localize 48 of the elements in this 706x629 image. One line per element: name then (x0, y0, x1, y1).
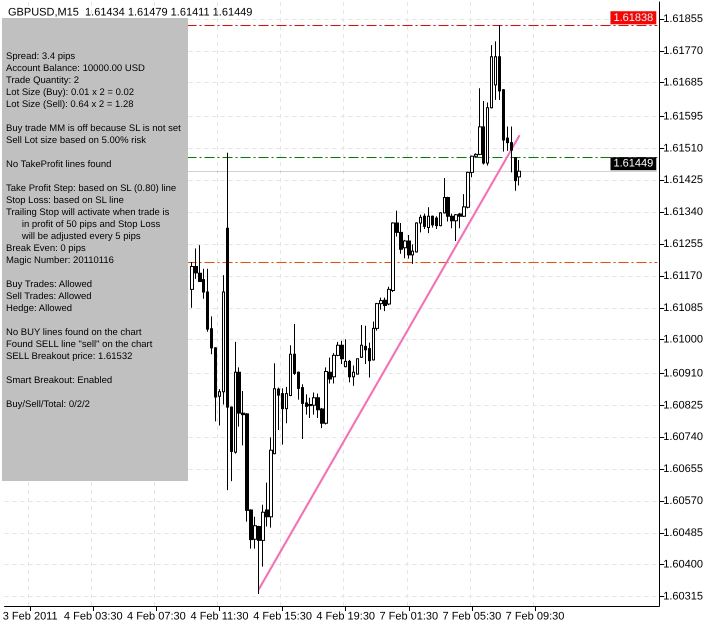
y-tick-label: 1.60655 (663, 463, 704, 476)
candlestick (435, 216, 438, 230)
y-tick-label: 1.61255 (663, 238, 704, 250)
ref-line-label: 1.61449 (614, 158, 654, 170)
annotation: No TakeProfit lines found (6, 159, 112, 171)
annotation: No BUY lines found on the chart Found SELL line "sell" on the chart SELL Breakout price: 1.61532 (6, 327, 154, 363)
candlestick (510, 126, 513, 173)
x-tick-label: 4 Feb 03:30 (64, 610, 123, 622)
y-tick-label: 1.60910 (663, 367, 704, 380)
candlestick (514, 156, 517, 192)
y-tick-label: 1.61085 (663, 302, 704, 314)
annotation: Spread: 3.4 pips Account Balance: 10000.00 USD Trade Quantity: 2 Lot Size (Buy): 0.01 x 2 = 0.02 Lot Size (Sell): 0.64 x 2 = 1.28 (6, 51, 146, 111)
ref-line-label: 1.61838 (614, 12, 654, 24)
y-tick-label: 1.60400 (663, 558, 704, 571)
x-tick-label: 4 Feb 07:30 (127, 610, 186, 622)
chart-title: GBPUSD,M15 1.61434 1.61479 1.61411 1.61449 (8, 6, 252, 18)
annotation: Buy/Sell/Total: 0/2/2 (6, 399, 91, 411)
y-tick-label: 1.61340 (663, 206, 704, 218)
y-tick-label: 1.61510 (663, 142, 704, 154)
candlestick (454, 213, 458, 242)
x-tick-label: 4 Feb 19:30 (316, 610, 376, 622)
annotation: Buy Trades: Allowed Sell Trades: Allowed Hedge: Allowed (6, 279, 94, 315)
annotation: Smart Breakout: Enabled (6, 375, 114, 387)
y-tick-label: 1.61425 (663, 174, 704, 186)
x-tick-label: 4 Feb 15:30 (253, 610, 312, 622)
y-tick-label: 1.61685 (663, 76, 704, 89)
y-tick-label: 1.60570 (663, 494, 704, 507)
y-tick-label: 1.60315 (663, 590, 704, 603)
x-tick-label: 4 Feb 11:30 (190, 610, 248, 622)
y-tick-label: 1.61855 (663, 12, 704, 25)
y-tick-label: 1.60825 (663, 399, 704, 412)
x-tick-label: 3 Feb 2011 (2, 610, 58, 622)
x-tick-label: 7 Feb 01:30 (379, 610, 438, 622)
y-tick-label: 1.61595 (663, 110, 704, 122)
x-tick-label: 7 Feb 09:30 (506, 610, 564, 622)
y-tick-label: 1.61770 (663, 44, 704, 57)
y-tick-label: 1.60485 (663, 526, 704, 539)
annotation: Buy trade MM is off because SL is not set Sell Lot size based on 5.00% risk (6, 123, 182, 147)
candlestick (427, 206, 430, 234)
candlestick (312, 392, 316, 416)
y-tick-label: 1.60740 (663, 431, 704, 444)
y-tick-label: 1.61170 (663, 270, 702, 282)
annotation: Take Profit Step: based on SL (0.80) line Stop Loss: based on SL line Trailing Stop will activate when trade is in profit of 50 pips and Stop Loss will be adjusted every 5 pips Break Even: 0 pips Magic Number: 20110116 (6, 183, 178, 267)
candlestick (226, 152, 229, 491)
y-tick-label: 1.61000 (663, 334, 704, 346)
candlestick (281, 388, 284, 446)
x-tick-label: 7 Feb 05:30 (442, 610, 502, 622)
candlestick (340, 340, 344, 365)
